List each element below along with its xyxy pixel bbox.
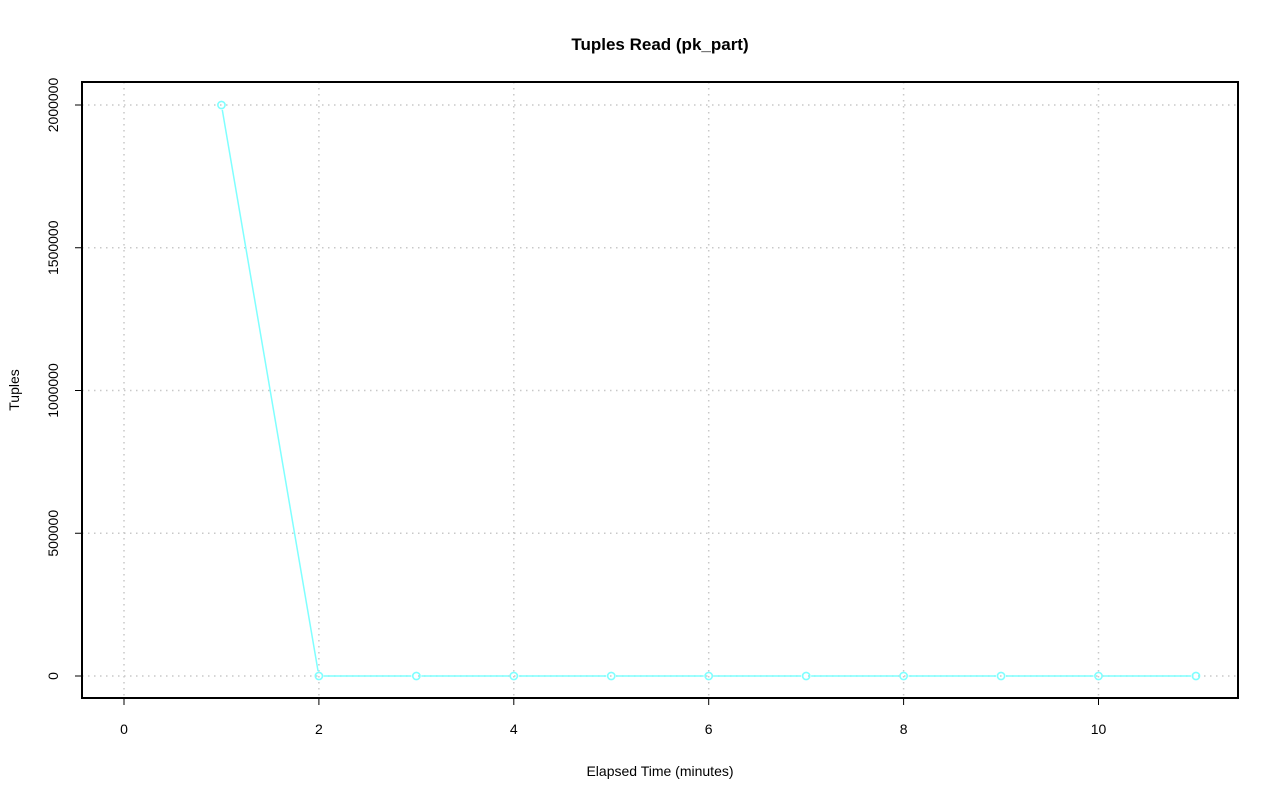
x-tick-label: 8 xyxy=(900,721,908,737)
data-point xyxy=(314,671,324,681)
y-tick-label: 0 xyxy=(45,672,61,680)
series-line-segment xyxy=(221,109,319,672)
y-axis-label: Tuples xyxy=(6,369,22,411)
chart-title: Tuples Read (pk_part) xyxy=(571,35,748,54)
y-tick-label: 500000 xyxy=(45,510,61,557)
data-point xyxy=(899,671,908,681)
x-tick-label: 0 xyxy=(120,721,128,737)
series xyxy=(217,100,1201,681)
data-point xyxy=(1094,671,1103,681)
x-tick-label: 4 xyxy=(510,721,518,737)
data-point xyxy=(996,671,1006,681)
grid xyxy=(82,82,1238,698)
x-tick-label: 2 xyxy=(315,721,323,737)
y-tick-label: 1000000 xyxy=(45,363,61,418)
x-tick-label: 10 xyxy=(1091,721,1107,737)
y-tick-label: 1500000 xyxy=(45,220,61,275)
plot-frame xyxy=(81,81,1239,699)
data-point xyxy=(704,671,714,681)
data-point xyxy=(606,671,616,681)
axes: 0 2 4 6 8 10 0 500000 1000000 1500000 2000000 xyxy=(45,78,1106,737)
data-point xyxy=(411,671,421,681)
x-axis-label: Elapsed Time (minutes) xyxy=(586,763,733,779)
y-tick-label: 2000000 xyxy=(45,78,61,133)
data-point xyxy=(509,671,519,681)
x-tick-label: 6 xyxy=(705,721,713,737)
data-point xyxy=(217,100,226,110)
data-point xyxy=(801,671,811,681)
data-point xyxy=(1191,671,1201,681)
